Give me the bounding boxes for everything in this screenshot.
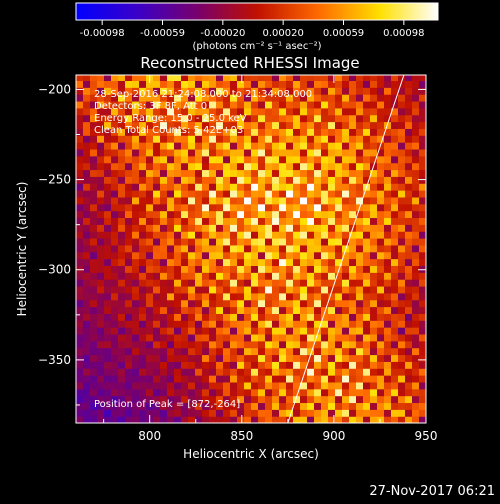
y-tick-label: −200: [38, 82, 71, 96]
colorbar-tick-label: -0.00020: [200, 28, 245, 39]
colorbar: [75, 2, 439, 21]
x-tick-label: 950: [415, 429, 438, 443]
heatmap-image: [76, 75, 426, 423]
colorbar-tick-label: -0.00098: [80, 28, 125, 39]
x-tick-label: 850: [230, 429, 253, 443]
axis-ticks: 800 850 900 950 −200 −250 −300 −350: [38, 75, 437, 443]
colorbar-tick-label: -0.00059: [140, 28, 185, 39]
x-axis-label: Heliocentric X (arcsec): [183, 447, 319, 461]
annotation-line: Energy Range: 15.0 - 25.0 keV: [94, 113, 247, 124]
annotation-line: Clean Total Counts: 5.42E+03: [94, 125, 243, 136]
colorbar-tick-label: 0.00059: [323, 28, 364, 39]
x-tick-label: 900: [322, 429, 345, 443]
x-tick-label: 800: [138, 429, 161, 443]
plot-frame: [75, 74, 427, 424]
chart-title: Reconstructed RHESSI Image: [140, 54, 359, 72]
colorbar-label: (photons cm⁻² s⁻¹ asec⁻²): [192, 41, 321, 52]
annotation-line: 28-Sep-2016 21:24:08.000 to 21:34:08.000: [94, 89, 312, 100]
colorbar-ticks: -0.00098 -0.00059 -0.00020 0.00020 0.00059 0.…: [80, 20, 425, 39]
colorbar-tick-label: 0.00020: [262, 28, 303, 39]
timestamp: 27-Nov-2017 06:21: [369, 484, 495, 499]
y-tick-label: −300: [38, 263, 71, 277]
y-tick-label: −250: [38, 173, 71, 187]
annotation-line: Detectors: 3F 8F, Att 0: [94, 101, 207, 112]
peak-position-text: Position of Peak = [872,-264]: [94, 399, 240, 410]
image-annotations: 28-Sep-2016 21:24:08.000 to 21:34:08.000…: [94, 89, 312, 136]
colorbar-tick-label: 0.00098: [383, 28, 424, 39]
y-tick-label: −350: [38, 353, 71, 367]
solar-limb-line: [287, 75, 405, 423]
y-axis-label: Heliocentric Y (arcsec): [15, 182, 29, 317]
